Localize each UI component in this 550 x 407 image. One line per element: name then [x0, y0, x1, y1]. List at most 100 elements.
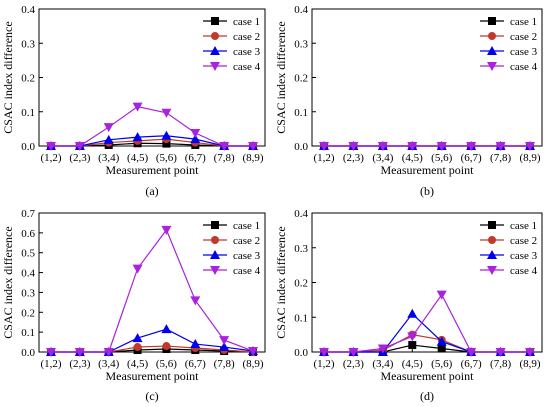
panel-label: (a): [145, 184, 158, 198]
data-point-case-4: [466, 142, 477, 151]
plot-frame: [311, 212, 543, 353]
x-tick-label: (6,7): [185, 358, 206, 370]
y-axis-title: CSAC index difference: [274, 21, 288, 133]
panel-label: (d): [420, 389, 434, 403]
data-point-case-4: [46, 142, 56, 151]
legend-marker: [210, 266, 220, 275]
panel-label: (b): [420, 184, 434, 198]
plot-frame: [38, 212, 266, 353]
y-tick-label: 0.0: [294, 347, 308, 359]
data-point-case-3: [190, 339, 201, 349]
data-point-case-4: [407, 332, 418, 342]
x-tick-label: (5,6): [156, 358, 177, 370]
x-tick-label: (2,3): [343, 152, 364, 164]
data-point-case-4: [248, 142, 258, 151]
data-point-case-3: [407, 308, 418, 318]
legend-label: case 1: [510, 16, 537, 28]
x-tick-label: (5,6): [431, 152, 452, 164]
data-point-case-4: [132, 102, 143, 112]
x-tick-label: (8,9): [242, 358, 263, 370]
x-tick-label: (1,2): [40, 358, 61, 370]
data-point-case-4: [436, 142, 447, 151]
x-tick-label: (3,4): [98, 358, 119, 370]
legend-marker: [210, 46, 220, 55]
data-point-case-4: [466, 348, 477, 357]
x-tick-label: (5,6): [431, 358, 452, 370]
data-point-case-3: [161, 324, 172, 334]
legend-marker: [211, 17, 219, 25]
data-point-case-4: [495, 142, 506, 151]
x-tick-label: (2,3): [343, 358, 364, 370]
x-tick-label: (7,8): [490, 152, 511, 164]
data-point-case-4: [377, 344, 388, 354]
y-tick-label: 0.2: [21, 73, 35, 85]
series-line-case-4: [51, 228, 254, 353]
data-point-case-2: [133, 343, 142, 352]
legend-marker: [211, 221, 219, 229]
x-tick-label: (5,6): [156, 152, 177, 164]
data-point-case-4: [319, 142, 329, 151]
y-tick-label: 0.3: [294, 38, 308, 50]
data-point-case-4: [74, 142, 85, 151]
data-point-case-3: [161, 130, 172, 140]
y-tick-label: 0.4: [294, 208, 308, 220]
y-tick-label: 0.0: [21, 141, 35, 153]
x-tick-label: (4,5): [402, 358, 423, 370]
legend-label: case 2: [510, 235, 537, 247]
data-point-case-4: [377, 142, 388, 151]
y-tick-label: 0.1: [21, 327, 35, 339]
data-point-case-4: [46, 348, 56, 357]
data-point-case-4: [161, 225, 172, 235]
legend-label: case 3: [233, 46, 261, 58]
x-axis-title: Measurement point: [106, 369, 200, 383]
legend-marker: [211, 32, 219, 40]
legend-label: case 1: [233, 220, 260, 232]
data-point-case-3: [219, 342, 230, 352]
legend-label: case 4: [233, 61, 261, 73]
legend-label: case 1: [510, 220, 537, 232]
x-tick-label: (8,9): [519, 152, 540, 164]
legend-marker: [488, 221, 496, 229]
data-point-case-3: [103, 134, 114, 144]
legend-label: case 2: [510, 31, 537, 43]
x-tick-label: (1,2): [313, 358, 334, 370]
legend-marker: [487, 266, 497, 275]
y-axis-title: CSAC index difference: [274, 226, 288, 338]
legend-marker: [210, 62, 220, 71]
x-tick-label: (4,5): [127, 152, 148, 164]
data-point-case-3: [132, 132, 143, 142]
data-point-case-4: [348, 348, 359, 357]
chart-panel-3: 0.0 0.1 0.2 0.3 0.4 0.5 0.6 0.7 (1,2) (2,3) (3,4) (…: [1, 208, 266, 403]
series-line-case-4: [51, 105, 253, 147]
x-tick-label: (1,2): [40, 152, 61, 164]
plot-frame: [311, 8, 543, 147]
data-point-case-4: [436, 290, 447, 300]
x-tick-label: (3,4): [372, 358, 393, 370]
x-tick-label: (6,7): [461, 358, 482, 370]
legend-label: case 4: [510, 265, 538, 277]
y-tick-label: 0.3: [294, 243, 308, 255]
legend-label: case 4: [233, 265, 261, 277]
y-tick-label: 0.2: [294, 278, 308, 290]
series-line-case-4: [324, 293, 530, 353]
x-axis-title: Measurement point: [381, 369, 475, 383]
y-tick-label: 0.2: [294, 73, 308, 85]
data-point-case-4: [74, 348, 85, 357]
legend-label: case 3: [510, 46, 538, 58]
data-point-case-4: [407, 142, 418, 151]
y-tick-label: 0.5: [21, 248, 35, 260]
legend-label: case 3: [233, 250, 261, 262]
x-tick-label: (1,2): [313, 152, 334, 164]
legend-label: case 4: [510, 61, 538, 73]
data-point-case-4: [525, 142, 535, 151]
x-tick-label: (2,3): [69, 358, 90, 370]
data-point-case-1: [162, 139, 171, 148]
y-tick-label: 0.3: [21, 38, 35, 50]
y-tick-label: 0.7: [21, 208, 35, 220]
legend-marker: [487, 250, 497, 259]
chart-panel-4: 0.0 0.1 0.2 0.3 0.4 (1,2) (2,3) (3,4) (4,5) (5,6)…: [274, 208, 543, 403]
legend-marker: [488, 17, 496, 25]
legend-marker: [210, 250, 220, 259]
legend-marker: [487, 46, 497, 55]
legend-marker: [488, 236, 496, 244]
